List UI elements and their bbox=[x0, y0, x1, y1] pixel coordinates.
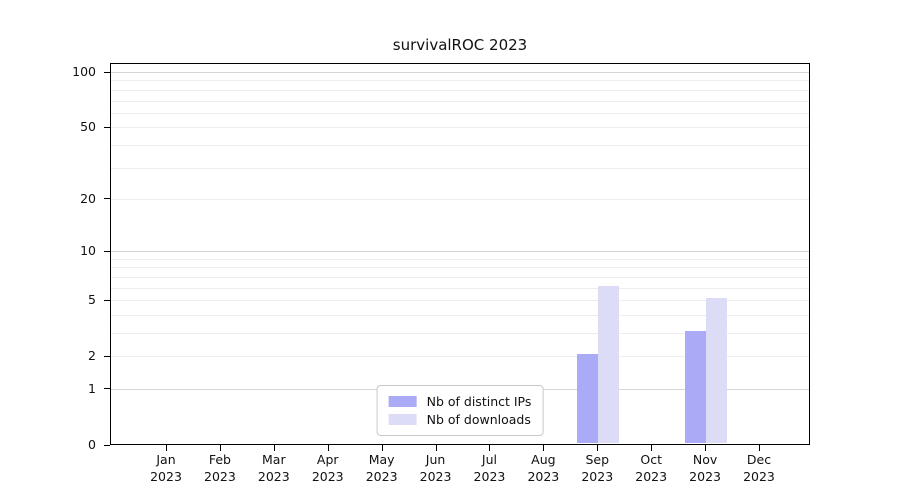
x-tick-label-nov: Nov 2023 bbox=[689, 452, 721, 484]
x-tick-label-sep: Sep 2023 bbox=[581, 452, 614, 484]
y-tick-50 bbox=[104, 126, 110, 128]
gridline-60 bbox=[111, 112, 809, 114]
x-tick-label-mar: Mar 2023 bbox=[257, 452, 290, 484]
y-tick-2 bbox=[104, 355, 110, 357]
y-tick-100 bbox=[104, 71, 110, 73]
gridline-80 bbox=[111, 89, 809, 91]
legend-label: Nb of distinct IPs bbox=[426, 394, 532, 409]
x-tick-label-jul: Jul 2023 bbox=[473, 452, 506, 484]
bar-sep-distinct-ips bbox=[577, 354, 599, 443]
legend: Nb of distinct IPs Nb of downloads bbox=[376, 385, 544, 436]
x-tick-label-jan: Jan 2023 bbox=[150, 452, 182, 484]
x-tick-label-jun: Jun 2023 bbox=[419, 452, 452, 484]
x-tick-label-may: May 2023 bbox=[365, 452, 398, 484]
y-tick-5 bbox=[104, 299, 110, 301]
x-tick-mar bbox=[273, 445, 275, 451]
gridline-100 bbox=[111, 72, 809, 74]
gridline-8 bbox=[111, 267, 809, 269]
gridline-9 bbox=[111, 258, 809, 260]
x-tick-dec bbox=[758, 445, 760, 451]
gridline-30 bbox=[111, 167, 809, 169]
gridline-7 bbox=[111, 276, 809, 278]
x-tick-label-dec: Dec 2023 bbox=[743, 452, 775, 484]
y-tick-label-100: 100 bbox=[72, 64, 96, 80]
legend-swatch-downloads bbox=[388, 414, 417, 425]
y-tick-10 bbox=[104, 250, 110, 252]
y-tick-label-50: 50 bbox=[80, 119, 96, 135]
legend-item-distinct-ips: Nb of distinct IPs bbox=[388, 394, 532, 409]
legend-swatch-distinct-ips bbox=[388, 396, 417, 407]
gridline-3 bbox=[111, 332, 809, 334]
y-tick-label-20: 20 bbox=[80, 190, 96, 206]
gridline-2 bbox=[111, 356, 809, 358]
y-tick-label-0: 0 bbox=[88, 437, 96, 452]
x-tick-label-apr: Apr 2023 bbox=[311, 452, 344, 484]
gridline-10 bbox=[111, 251, 809, 253]
y-tick-label-1: 1 bbox=[88, 380, 96, 396]
y-tick-label-10: 10 bbox=[80, 243, 96, 259]
x-tick-sep bbox=[597, 445, 599, 451]
x-tick-may bbox=[381, 445, 383, 451]
x-tick-feb bbox=[219, 445, 221, 451]
x-tick-label-aug: Aug 2023 bbox=[527, 452, 560, 484]
x-tick-nov bbox=[705, 445, 707, 451]
legend-item-downloads: Nb of downloads bbox=[388, 412, 532, 427]
gridline-6 bbox=[111, 287, 809, 289]
y-tick-label-5: 5 bbox=[88, 292, 96, 308]
x-tick-oct bbox=[651, 445, 653, 451]
x-tick-apr bbox=[327, 445, 329, 451]
gridline-20 bbox=[111, 198, 809, 200]
gridline-90 bbox=[111, 80, 809, 82]
gridline-5 bbox=[111, 300, 809, 302]
y-tick-1 bbox=[104, 388, 110, 390]
x-tick-jun bbox=[435, 445, 437, 451]
y-tick-20 bbox=[104, 198, 110, 200]
y-tick-label-2: 2 bbox=[88, 348, 96, 364]
chart-title: survivalROC 2023 bbox=[392, 36, 528, 54]
gridline-50 bbox=[111, 127, 809, 129]
x-tick-jan bbox=[166, 445, 167, 451]
bar-nov-distinct-ips bbox=[685, 330, 707, 443]
y-tick-0 bbox=[104, 444, 110, 446]
x-tick-label-oct: Oct 2023 bbox=[635, 452, 668, 484]
x-tick-label-feb: Feb 2023 bbox=[204, 452, 236, 484]
gridline-40 bbox=[111, 144, 809, 146]
legend-label: Nb of downloads bbox=[426, 412, 531, 427]
x-tick-aug bbox=[543, 445, 545, 451]
gridline-4 bbox=[111, 314, 809, 316]
plot-area: Nb of distinct IPs Nb of downloads bbox=[110, 63, 810, 445]
bar-sep-downloads bbox=[598, 285, 620, 443]
gridline-70 bbox=[111, 100, 809, 102]
x-tick-jul bbox=[489, 445, 491, 451]
bar-nov-downloads bbox=[706, 298, 728, 443]
